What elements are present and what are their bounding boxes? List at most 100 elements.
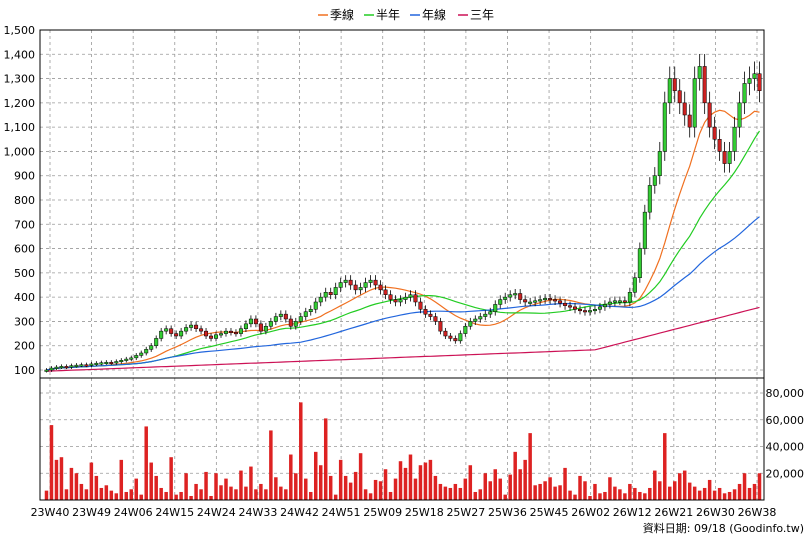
volume-bar xyxy=(433,475,438,500)
legend-label: 季線 xyxy=(330,7,354,22)
volume-bar xyxy=(94,475,99,500)
candle-body xyxy=(757,73,762,91)
candle-body xyxy=(602,304,607,308)
candle-body xyxy=(238,328,243,334)
candle-body xyxy=(563,302,568,306)
volume-bar xyxy=(518,469,522,500)
volume-bar xyxy=(109,490,114,500)
volume-bar xyxy=(523,459,527,500)
candle-body xyxy=(313,301,318,310)
volume-bar xyxy=(692,486,697,500)
volume-bar xyxy=(199,489,203,500)
candle-body xyxy=(473,318,478,322)
volume-bar xyxy=(174,494,178,500)
candle-body xyxy=(348,279,353,286)
candle-body xyxy=(747,78,752,84)
volume-bar xyxy=(383,469,388,500)
ma-line xyxy=(46,216,760,371)
candle-body xyxy=(204,330,209,337)
candle-body xyxy=(308,309,313,312)
candle-body xyxy=(647,185,652,213)
candle-body xyxy=(662,102,667,152)
candle-body xyxy=(702,66,707,104)
candle-body xyxy=(94,362,99,365)
volume-bar xyxy=(104,485,109,500)
volume-bar xyxy=(84,489,89,500)
x-tick-label: 24W15 xyxy=(155,506,194,519)
x-tick-label: 25W09 xyxy=(363,506,402,519)
data-date-footer: 資料日期: 09/18 (Goodinfo.tw) xyxy=(643,521,804,535)
candle-body xyxy=(84,364,89,367)
volume-bar xyxy=(44,490,49,500)
volume-bar xyxy=(463,478,468,500)
price-grid xyxy=(40,29,764,500)
candle-body xyxy=(159,330,164,339)
volume-bar xyxy=(653,470,657,500)
candle-body xyxy=(652,175,657,186)
volume-bar xyxy=(244,486,248,500)
candle-body xyxy=(642,211,647,249)
candle-body xyxy=(174,333,179,337)
volume-bar xyxy=(742,473,747,500)
candle-body xyxy=(184,327,189,332)
volume-bar xyxy=(338,459,343,500)
volume-bar xyxy=(503,494,507,500)
candle-body xyxy=(607,301,612,305)
candle-body xyxy=(114,361,119,364)
candle-body xyxy=(438,321,443,332)
candle-body xyxy=(568,305,573,308)
price-tick-label: 400 xyxy=(14,291,35,304)
candle-body xyxy=(617,300,622,303)
candle-body xyxy=(189,324,194,328)
candle-body xyxy=(109,361,114,364)
x-tick-label: 24W33 xyxy=(239,506,278,519)
volume-bar xyxy=(483,473,488,500)
candle-body xyxy=(89,363,94,366)
candle-body xyxy=(727,151,732,164)
candle-body xyxy=(209,335,214,339)
candle-body xyxy=(149,345,154,350)
x-tick-label: 26W38 xyxy=(738,506,777,519)
volume-bar xyxy=(144,426,148,500)
candle-body xyxy=(323,292,328,298)
volume-bar xyxy=(219,485,223,500)
candle-body xyxy=(707,102,712,128)
candle-body xyxy=(543,298,548,301)
volume-bar xyxy=(573,494,577,500)
candle-body xyxy=(243,323,248,329)
candle-body xyxy=(228,330,233,333)
candle-body xyxy=(219,333,224,336)
volume-bar xyxy=(229,486,233,500)
volume-bar xyxy=(498,478,502,500)
candle-body xyxy=(408,294,413,298)
candle-body xyxy=(248,318,253,325)
volume-bar xyxy=(358,453,363,500)
x-tick-label: 24W24 xyxy=(197,506,236,519)
volume-bar xyxy=(732,489,737,500)
candle-body xyxy=(587,310,592,313)
volume-bar xyxy=(304,478,308,500)
volume-frame xyxy=(39,377,765,501)
volume-bar xyxy=(588,495,592,500)
candle-body xyxy=(44,369,49,372)
candle-body xyxy=(353,284,358,291)
ma-line xyxy=(46,130,761,371)
volume-bar xyxy=(353,471,358,500)
volume-bar xyxy=(613,486,617,500)
volume-bar xyxy=(478,489,483,500)
volume-bar xyxy=(533,485,537,500)
candle-body xyxy=(423,309,428,315)
price-tick-label: 800 xyxy=(14,194,35,207)
candle-body xyxy=(528,301,533,304)
candle-body xyxy=(253,318,258,325)
candle-body xyxy=(199,328,204,332)
volume-bar xyxy=(448,487,453,500)
price-tick-label: 1,000 xyxy=(4,145,36,158)
candle-body xyxy=(578,309,583,312)
volume-bar xyxy=(214,473,218,500)
candle-body xyxy=(582,310,587,313)
volume-bar xyxy=(269,430,273,500)
candle-body xyxy=(737,102,742,128)
candle-body xyxy=(194,324,199,329)
